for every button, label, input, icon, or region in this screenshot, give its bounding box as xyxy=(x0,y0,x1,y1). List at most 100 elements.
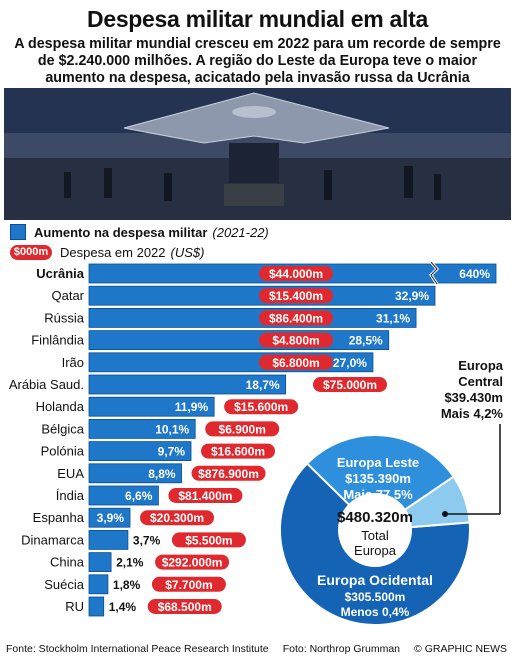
spending-pill xyxy=(151,576,226,592)
spending-label: $86.400m xyxy=(269,311,323,325)
category-label: EUA xyxy=(57,466,84,481)
category-label: Arábia Saud. xyxy=(9,377,84,392)
central-label: $39.430m xyxy=(444,390,503,405)
spending-pill xyxy=(259,266,333,281)
spending-pill xyxy=(155,554,230,570)
spending-label: $20.300m xyxy=(150,511,204,525)
spending-label: $15.400m xyxy=(269,289,323,303)
increase-label: 6,6% xyxy=(125,489,153,503)
increase-label: 2,1% xyxy=(116,556,144,570)
spending-pill xyxy=(171,532,246,548)
spending-label: $44.000m xyxy=(269,267,323,281)
increase-label: 32,9% xyxy=(395,289,429,303)
spending-pill xyxy=(147,599,222,614)
category-label: Irão xyxy=(62,355,84,370)
spending-pill xyxy=(259,310,333,326)
increase-label: 28,5% xyxy=(349,334,383,348)
donut-total-label: Total xyxy=(361,528,389,543)
footer-credit: © GRAPHIC NEWS xyxy=(414,643,507,655)
increase-label: 31,1% xyxy=(376,311,410,325)
increase-label: 10,1% xyxy=(155,422,189,436)
spending-label: $7.700m xyxy=(165,578,212,592)
bar xyxy=(88,596,105,617)
increase-label: 1,4% xyxy=(109,600,137,614)
category-label: Polónia xyxy=(41,444,85,459)
bar xyxy=(88,574,109,595)
west-label: Menos 0,4% xyxy=(341,605,410,619)
footer: Fonte: Stockholm International Peace Res… xyxy=(6,643,507,655)
legend-increase-label: Aumento na despesa militar xyxy=(34,224,208,240)
spending-label: $6.800m xyxy=(272,356,319,370)
bar xyxy=(88,418,196,439)
legend-spend-unit: (US$) xyxy=(170,245,205,260)
spending-pill xyxy=(168,488,243,503)
spending-label: $75.000m xyxy=(323,378,377,392)
spending-pill xyxy=(201,443,276,459)
bar xyxy=(88,374,287,395)
donut-total-label: Europa xyxy=(354,543,397,558)
legend-bar-swatch xyxy=(10,224,26,240)
increase-label: 11,9% xyxy=(175,400,209,414)
legend-spend-pill: $000m xyxy=(10,245,52,260)
page-title: Despesa militar mundial em alta xyxy=(87,6,428,32)
category-label: China xyxy=(50,555,85,570)
spending-label: $81.400m xyxy=(178,489,232,503)
spending-pill xyxy=(259,332,333,348)
donut-hole xyxy=(339,494,411,566)
spending-label: $16.600m xyxy=(211,445,265,459)
bar xyxy=(88,396,215,417)
legend-spend-label: Despesa em 2022 xyxy=(60,245,166,260)
east-label: $135.390m xyxy=(345,471,411,486)
spending-label: $5.500m xyxy=(185,533,232,547)
spending-label: $292.000m xyxy=(162,556,223,570)
category-label: RU xyxy=(65,599,84,614)
increase-label: 3,7% xyxy=(133,533,161,547)
footer-source: Fonte: Stockholm International Peace Res… xyxy=(6,643,269,655)
bar xyxy=(88,330,390,350)
donut-total-value: $480.320m xyxy=(337,509,413,526)
spending-pill xyxy=(313,377,387,392)
category-label: Qatar xyxy=(51,288,84,303)
increase-label: 3,9% xyxy=(97,511,125,525)
category-label: Espanha xyxy=(33,510,85,525)
east-label: Mais 77,5% xyxy=(343,487,413,502)
bar xyxy=(88,485,159,506)
spending-label: $4.800m xyxy=(272,334,319,348)
increase-label: 27,0% xyxy=(333,356,367,370)
west-label: $305.500m xyxy=(345,590,406,604)
category-label: Bélgica xyxy=(41,421,84,436)
spending-label: $15.600m xyxy=(234,400,288,414)
spending-pill xyxy=(259,354,333,370)
spending-pill xyxy=(224,399,299,415)
spending-pill xyxy=(140,510,215,526)
increase-label: 9,7% xyxy=(158,445,186,459)
footer-photo: Foto: Northrop Grumman xyxy=(282,643,401,655)
legend-increase: Aumento na despesa militar (2021-22) xyxy=(10,224,269,240)
bar xyxy=(88,529,129,550)
header-photo xyxy=(4,88,511,220)
central-label: Mais 4,2% xyxy=(441,406,504,421)
west-label: Europa Ocidental xyxy=(317,572,433,588)
increase-label: 8,8% xyxy=(148,467,176,481)
category-label: Rússia xyxy=(44,310,85,325)
spending-pill xyxy=(259,288,333,304)
central-label: Central xyxy=(458,374,503,389)
increase-label: 640% xyxy=(459,267,490,281)
legend-spend: $000m Despesa em 2022 (US$) xyxy=(10,245,204,260)
bar-chart: Ucrânia 640% $44.000m Qatar 32,9% $15.400m Rús… xyxy=(9,262,504,626)
increase-label: 1,8% xyxy=(113,578,141,592)
bar xyxy=(88,308,417,328)
spending-label: $6.900m xyxy=(219,422,266,436)
category-label: Índia xyxy=(56,488,85,503)
legend-increase-period: (2021-22) xyxy=(212,224,269,240)
category-label: Ucrânia xyxy=(36,266,84,281)
stealth-bomber-image xyxy=(4,88,511,220)
central-label: Europa xyxy=(458,358,504,373)
category-label: Finlândia xyxy=(31,333,85,348)
increase-label: 18,7% xyxy=(246,378,280,392)
bar xyxy=(88,507,131,528)
spending-label: $68.500m xyxy=(158,600,212,614)
category-label: Suécia xyxy=(44,577,85,592)
spending-pill xyxy=(205,421,280,437)
bar xyxy=(88,463,182,484)
